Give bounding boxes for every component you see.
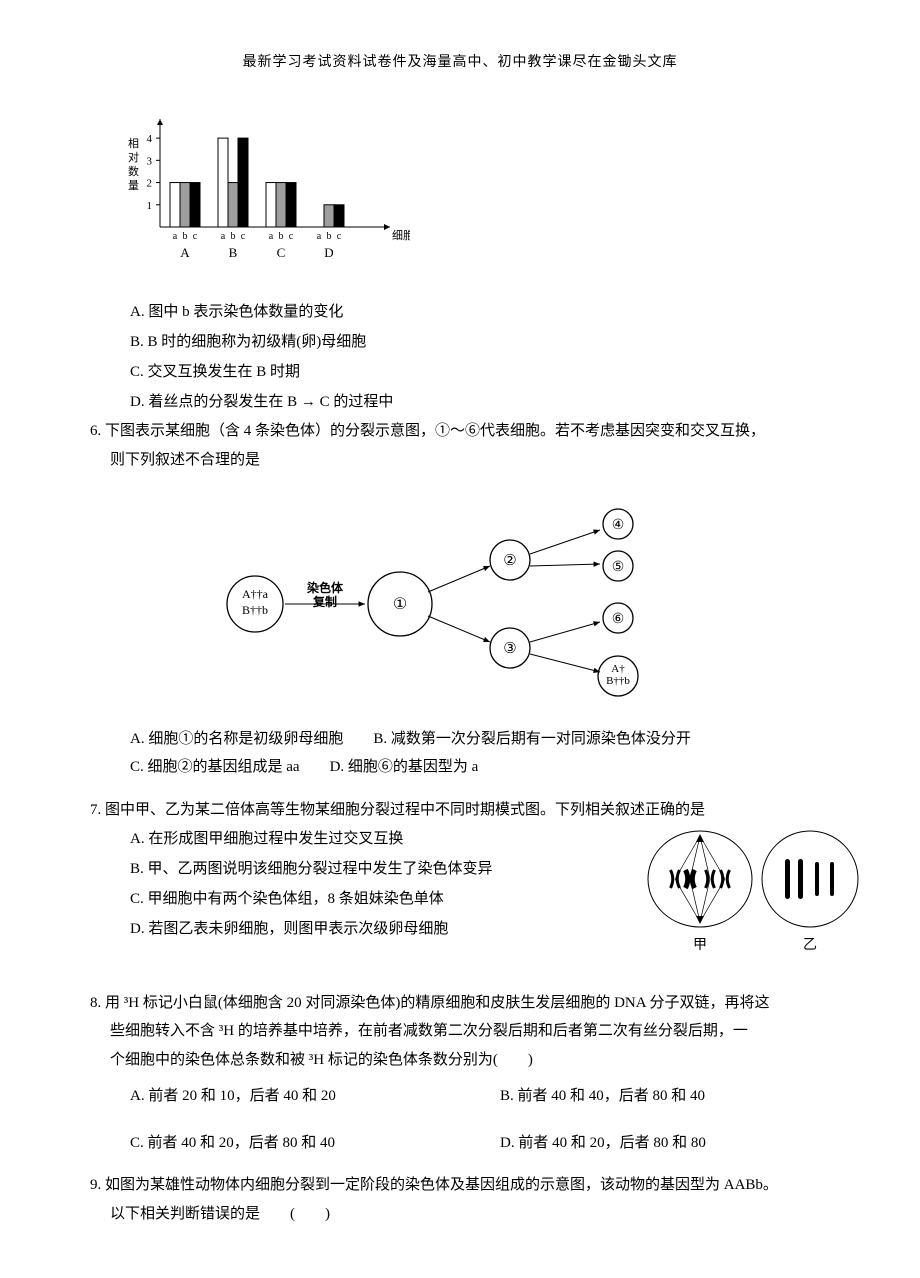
svg-text:b: b — [231, 231, 236, 242]
svg-text:A†: A† — [611, 663, 625, 675]
svg-text:②: ② — [503, 553, 516, 569]
q6-stem-line2: 则下列叙述不合理的是 — [110, 446, 870, 475]
svg-text:③: ③ — [503, 641, 516, 657]
svg-text:相: 相 — [128, 137, 139, 150]
q7-option-c: C. 甲细胞中有两个染色体组，8 条姐妹染色单体 — [130, 884, 620, 914]
q9-stem-line1: 9. 如图为某雄性动物体内细胞分裂到一定阶段的染色体及基因组成的示意图，该动物的… — [90, 1171, 870, 1200]
svg-text:①: ① — [393, 596, 407, 613]
svg-text:2: 2 — [147, 177, 153, 189]
svg-text:④: ④ — [612, 518, 625, 533]
q5-option-a: A. 图中 b 表示染色体数量的变化 — [130, 297, 870, 327]
q8-option-c: C. 前者 40 和 20，后者 80 和 40 — [130, 1129, 500, 1158]
svg-text:量: 量 — [128, 179, 139, 192]
q7-figure: 甲乙 — [640, 824, 870, 975]
q6-option-d: D. 细胞⑥的基因型为 a — [330, 753, 479, 782]
svg-text:a: a — [221, 231, 226, 242]
svg-text:细胞时期: 细胞时期 — [392, 229, 410, 242]
q5-option-d: D. 着丝点的分裂发生在 B → C 的过程中 — [130, 387, 870, 417]
svg-text:甲: 甲 — [693, 938, 707, 953]
svg-text:3: 3 — [147, 155, 153, 167]
q8-option-b: B. 前者 40 和 40，后者 80 和 40 — [500, 1082, 870, 1111]
svg-text:c: c — [241, 231, 246, 242]
q8-options: A. 前者 20 和 10，后者 40 和 20 B. 前者 40 和 40，后… — [130, 1082, 870, 1157]
svg-text:a: a — [269, 231, 274, 242]
q7-option-d: D. 若图乙表未卵细胞，则图甲表示次级卵母细胞 — [130, 914, 620, 944]
q5-option-c: C. 交叉互换发生在 B 时期 — [130, 357, 870, 387]
page-header: 最新学习考试资料试卷件及海量高中、初中教学课尽在金锄头文库 — [50, 50, 870, 77]
q5-options: A. 图中 b 表示染色体数量的变化 B. B 时的细胞称为初级精(卵)母细胞 … — [130, 297, 870, 417]
q5-option-b: B. B 时的细胞称为初级精(卵)母细胞 — [130, 327, 870, 357]
svg-text:染色体: 染色体 — [306, 580, 344, 595]
q8-option-a: A. 前者 20 和 10，后者 40 和 20 — [130, 1082, 500, 1111]
svg-text:A: A — [180, 245, 190, 260]
svg-text:c: c — [193, 231, 198, 242]
svg-text:数: 数 — [128, 165, 139, 178]
svg-text:c: c — [289, 231, 294, 242]
svg-text:b: b — [279, 231, 284, 242]
q7-options: A. 在形成图甲细胞过程中发生过交叉互换 B. 甲、乙两图说明该细胞分裂过程中发… — [130, 824, 620, 944]
q6-option-c: C. 细胞②的基因组成是 aa — [130, 753, 300, 782]
q6-option-a: A. 细胞①的名称是初级卵母细胞 — [130, 725, 343, 754]
q8-stem-line2: 些细胞转入不含 ³H 的培养基中培养，在前者减数第二次分裂后期和后者第二次有丝分… — [110, 1017, 870, 1046]
svg-text:复制: 复制 — [312, 594, 337, 609]
svg-text:C: C — [277, 245, 286, 260]
svg-text:对: 对 — [128, 150, 139, 164]
svg-text:⑥: ⑥ — [612, 612, 625, 627]
svg-text:a: a — [173, 231, 178, 242]
svg-text:A††a: A††a — [242, 587, 269, 601]
svg-text:a: a — [317, 231, 322, 242]
svg-text:4: 4 — [147, 133, 153, 145]
q8-option-d: D. 前者 40 和 20，后者 80 和 80 — [500, 1129, 870, 1158]
svg-text:c: c — [337, 231, 342, 242]
q6-options: A. 细胞①的名称是初级卵母细胞 B. 减数第一次分裂后期有一对同源染色体没分开… — [130, 725, 870, 782]
q6-diagram: A††aB††b染色体复制①②③④⑤⑥A†B††b — [50, 494, 870, 715]
q7-option-a: A. 在形成图甲细胞过程中发生过交叉互换 — [130, 824, 620, 854]
svg-text:B††b: B††b — [242, 603, 268, 617]
q7-option-b: B. 甲、乙两图说明该细胞分裂过程中发生了染色体变异 — [130, 854, 620, 884]
svg-text:1: 1 — [147, 199, 153, 211]
q7-stem: 7. 图中甲、乙为某二倍体高等生物某细胞分裂过程中不同时期模式图。下列相关叙述正… — [90, 796, 870, 825]
svg-text:B: B — [229, 245, 238, 260]
q8-stem-line3: 个细胞中的染色体总条数和被 ³H 标记的染色体条数分别为( ) — [110, 1046, 870, 1075]
svg-text:⑤: ⑤ — [612, 560, 625, 575]
q6-stem-line1: 6. 下图表示某细胞（含 4 条染色体）的分裂示意图，①～⑥代表细胞。若不考虑基… — [90, 417, 870, 446]
svg-text:b: b — [327, 231, 332, 242]
q5-bar-chart: 1234相对数量abcAabcBabcCabcD细胞时期 — [110, 107, 870, 288]
svg-text:b: b — [183, 231, 188, 242]
q8-stem-line1: 8. 用 ³H 标记小白鼠(体细胞含 20 对同源染色体)的精原细胞和皮肤生发层… — [90, 989, 870, 1018]
q6-option-b: B. 减数第一次分裂后期有一对同源染色体没分开 — [373, 725, 691, 754]
svg-text:乙: 乙 — [803, 937, 817, 953]
q9-stem-line2: 以下相关判断错误的是 ( ) — [110, 1200, 870, 1229]
svg-text:B††b: B††b — [606, 675, 630, 687]
svg-text:D: D — [324, 245, 333, 260]
